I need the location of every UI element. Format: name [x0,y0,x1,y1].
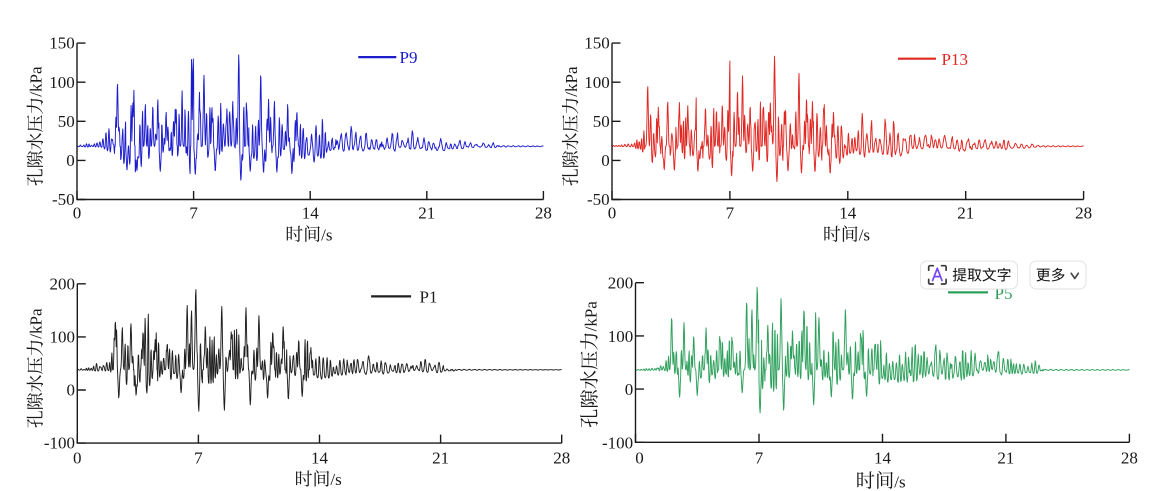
svg-text:21: 21 [432,449,449,468]
svg-text:/kPa: /kPa [27,66,46,97]
svg-text:P13: P13 [942,50,968,69]
svg-text:150: 150 [49,34,75,53]
svg-text:-100: -100 [44,434,75,453]
svg-text:14: 14 [311,449,329,468]
svg-text:0: 0 [73,449,82,468]
svg-text:/s: /s [894,472,905,491]
svg-text:28: 28 [1121,449,1138,468]
svg-text:21: 21 [957,204,974,223]
svg-text:28: 28 [553,449,570,468]
svg-text:7: 7 [194,449,203,468]
svg-text:150: 150 [584,34,610,53]
svg-text:200: 200 [50,274,76,293]
svg-text:0: 0 [608,204,617,223]
svg-text:P9: P9 [400,48,418,67]
svg-text:14: 14 [874,449,892,468]
svg-text:0: 0 [67,381,76,400]
svg-text:21: 21 [997,449,1014,468]
svg-text:P1: P1 [420,288,438,307]
svg-text:/s: /s [330,470,341,489]
svg-text:50: 50 [593,112,610,131]
svg-text:7: 7 [755,449,764,468]
svg-text:0: 0 [635,449,644,468]
svg-text:0: 0 [601,151,610,170]
svg-text:/kPa: /kPa [562,66,581,97]
svg-text:14: 14 [302,204,320,223]
svg-text:100: 100 [584,73,610,92]
svg-text:0: 0 [625,380,634,399]
svg-text:7: 7 [189,204,198,223]
svg-text:7: 7 [726,204,735,223]
svg-text:200: 200 [608,274,634,293]
svg-text:100: 100 [608,327,634,346]
svg-text:-50: -50 [52,190,75,209]
svg-text:0: 0 [73,204,82,223]
svg-text:/kPa: /kPa [581,301,600,332]
svg-text:/s: /s [321,226,332,245]
svg-text:21: 21 [418,204,435,223]
svg-text:50: 50 [58,112,75,131]
svg-text:28: 28 [535,204,552,223]
svg-text:100: 100 [49,73,75,92]
svg-text:-100: -100 [602,433,633,452]
svg-text:-50: -50 [587,190,610,209]
svg-text:0: 0 [66,151,75,170]
svg-text:/kPa: /kPa [27,308,46,339]
svg-text:100: 100 [50,328,76,347]
svg-text:28: 28 [1075,204,1092,223]
svg-text:/s: /s [859,226,870,245]
svg-text:14: 14 [839,204,857,223]
